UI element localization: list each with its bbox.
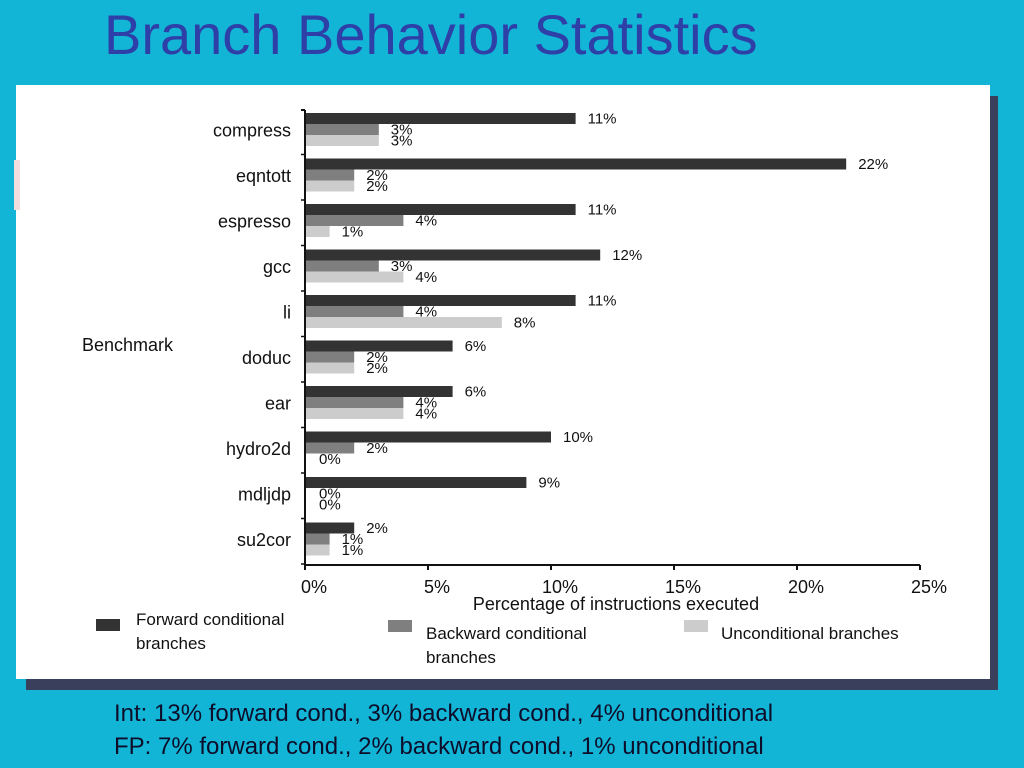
category-label-su2cor: su2cor <box>237 530 291 550</box>
bar-li-series-1 <box>305 306 404 317</box>
value-label-eqntott-series-1: 2% <box>366 167 388 184</box>
category-labels-group: compress eqntott espresso gcc li doduc ear hydr… <box>213 121 291 551</box>
category-label-espresso: espresso <box>218 212 291 232</box>
value-label-mdljdp-series-1: 0% <box>319 486 341 503</box>
bar-su2cor-series-2 <box>305 544 330 556</box>
bar-compress-series-0 <box>305 113 576 124</box>
legend-forward-label: Forward conditional branches <box>136 610 285 653</box>
summary-line-int: Int: 13% forward cond., 3% backward cond… <box>114 700 774 727</box>
bar-doduc-series-2 <box>305 362 355 374</box>
x-tick-label-3: 15% <box>665 577 701 597</box>
value-label-mdljdp-series-2: 0% <box>319 497 341 514</box>
bar-espresso-series-2 <box>305 226 330 237</box>
value-label-doduc-series-2: 2% <box>366 360 388 377</box>
value-label-mdljdp-series-0: 9% <box>538 475 560 492</box>
bar-li-series-2 <box>305 317 502 328</box>
legend-forward-swatch <box>96 619 120 631</box>
x-tick-label-5: 25% <box>911 577 947 597</box>
value-label-li-series-0: 11% <box>588 293 617 310</box>
value-label-ear-series-0: 6% <box>465 384 487 401</box>
bar-gcc-series-0 <box>305 249 601 261</box>
bar-ear-series-0 <box>305 386 453 397</box>
slide-title: Branch Behavior Statistics <box>104 3 758 66</box>
bar-ear-series-1 <box>305 397 404 408</box>
x-tick-label-1: 5% <box>424 577 450 597</box>
bar-eqntott-series-1 <box>305 169 355 181</box>
value-label-compress-series-2: 3% <box>391 133 413 150</box>
bar-mdljdp-series-0 <box>305 477 527 488</box>
bar-eqntott-series-0 <box>305 158 847 170</box>
category-label-hydro2d: hydro2d <box>226 439 291 459</box>
bar-compress-series-1 <box>305 124 379 135</box>
bar-compress-series-2 <box>305 135 379 146</box>
bar-doduc-series-0 <box>305 340 453 352</box>
bar-doduc-series-1 <box>305 351 355 363</box>
value-label-ear-series-1: 4% <box>415 395 437 412</box>
value-label-eqntott-series-2: 2% <box>366 178 388 195</box>
value-label-li-series-2: 8% <box>514 315 536 332</box>
y-axis-label: Benchmark <box>82 335 174 355</box>
category-label-eqntott: eqntott <box>236 166 291 186</box>
value-label-espresso-series-0: 11% <box>588 202 617 219</box>
legend-backward-label: Backward conditional branches <box>426 624 587 667</box>
bar-gcc-series-2 <box>305 271 404 283</box>
value-label-su2cor-series-1: 1% <box>342 531 364 548</box>
x-tick-label-4: 20% <box>788 577 824 597</box>
bar-espresso-series-0 <box>305 204 576 215</box>
value-label-doduc-series-0: 6% <box>465 338 487 355</box>
value-label-gcc-series-0: 12% <box>612 247 642 264</box>
value-label-espresso-series-2: 1% <box>342 224 364 241</box>
value-label-compress-series-0: 11% <box>588 111 617 128</box>
tick-labels-group: 0% 5% 10% 15% 20% 25% <box>301 577 947 597</box>
value-label-compress-series-1: 3% <box>391 122 413 139</box>
value-labels-group: 11%3%3%22%2%2%11%4%1%12%3%4%11%4%8%6%2%2… <box>319 111 888 560</box>
legend-unconditional-label: Unconditional branches <box>721 624 899 643</box>
legend-unconditional-swatch <box>684 620 708 632</box>
value-label-hydro2d-series-2: 0% <box>319 451 341 468</box>
value-label-eqntott-series-0: 22% <box>858 156 888 173</box>
summary-line-fp: FP: 7% forward cond., 2% backward cond.,… <box>114 733 764 760</box>
value-label-espresso-series-1: 4% <box>415 213 437 230</box>
axes-group <box>301 109 921 570</box>
bar-su2cor-series-1 <box>305 533 330 545</box>
value-label-gcc-series-2: 4% <box>415 269 437 286</box>
category-label-ear: ear <box>265 394 291 414</box>
bar-gcc-series-1 <box>305 260 379 272</box>
value-label-doduc-series-1: 2% <box>366 349 388 366</box>
value-label-hydro2d-series-1: 2% <box>366 440 388 457</box>
category-label-doduc: doduc <box>242 348 291 368</box>
bar-li-series-0 <box>305 295 576 306</box>
bar-espresso-series-1 <box>305 215 404 226</box>
x-tick-label-0: 0% <box>301 577 327 597</box>
bar-ear-series-2 <box>305 408 404 419</box>
chart-panel <box>16 85 990 679</box>
category-label-li: li <box>283 303 291 323</box>
category-label-compress: compress <box>213 121 291 141</box>
category-label-mdljdp: mdljdp <box>238 485 291 505</box>
category-label-gcc: gcc <box>263 257 291 277</box>
value-label-su2cor-series-0: 2% <box>366 520 388 537</box>
bars-group <box>305 113 847 556</box>
value-label-li-series-1: 4% <box>415 304 437 321</box>
legend-backward-swatch <box>388 620 412 632</box>
value-label-su2cor-series-2: 1% <box>342 542 364 559</box>
x-axis-label: Percentage of instructions executed <box>473 594 759 614</box>
value-label-gcc-series-1: 3% <box>391 258 413 275</box>
bar-hydro2d-series-1 <box>305 442 355 454</box>
bar-hydro2d-series-0 <box>305 431 551 443</box>
bar-su2cor-series-0 <box>305 522 355 534</box>
bar-eqntott-series-2 <box>305 180 355 192</box>
decorative-edge <box>14 160 20 210</box>
value-label-hydro2d-series-0: 10% <box>563 429 593 446</box>
value-label-ear-series-2: 4% <box>415 406 437 423</box>
x-tick-label-2: 10% <box>542 577 578 597</box>
